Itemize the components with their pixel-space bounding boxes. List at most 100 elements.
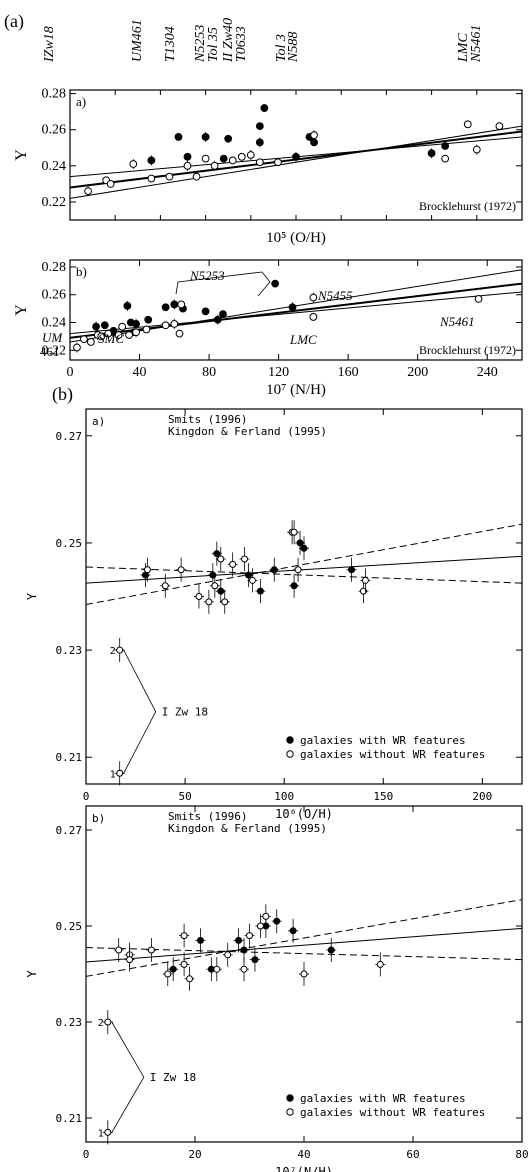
panel-b-nh: 0.21 0.23 0.25 0.27 0 20 40 60 80 10⁷(N/H) Yb) Smit…	[25, 805, 529, 1172]
data-point	[228, 156, 237, 165]
data-point	[84, 187, 92, 196]
data-point	[180, 960, 188, 968]
data-point	[260, 104, 269, 112]
data-point	[196, 936, 204, 944]
y-tick-label: 0.27	[56, 430, 83, 443]
data-point	[116, 769, 124, 777]
data-point	[288, 303, 297, 312]
data-point	[327, 946, 335, 954]
x-tick-label: 40	[297, 1148, 310, 1161]
data-point	[255, 158, 264, 167]
y-tick-label: 0.27	[56, 824, 83, 837]
data-point	[175, 329, 184, 338]
data-point	[224, 951, 232, 959]
y-axis-label: Y	[13, 149, 30, 161]
data-point	[441, 142, 450, 150]
data-point	[229, 560, 237, 568]
annotation: 461	[40, 344, 60, 359]
data-point	[104, 1128, 112, 1136]
data-point	[147, 946, 155, 954]
legend-marker	[286, 1094, 294, 1102]
panel-letter: b)	[92, 812, 105, 825]
data-point	[248, 576, 256, 584]
y-tick-label: 0.23	[56, 1016, 83, 1029]
data-point	[213, 550, 221, 558]
data-point	[235, 936, 243, 944]
data-point	[274, 158, 282, 167]
connector	[175, 271, 271, 297]
data-point	[472, 145, 481, 154]
top-label: UM461	[130, 19, 145, 62]
data-point	[309, 313, 318, 321]
y-tick-label: 0.25	[56, 920, 83, 933]
top-label: LMC	[456, 33, 471, 63]
x-tick-label: 120	[268, 365, 289, 380]
data-point	[359, 587, 367, 595]
x-axis-label: 10⁷ (N/H)	[266, 382, 326, 398]
x-tick-label: 150	[373, 790, 393, 803]
annotation: I Zw 18	[162, 706, 208, 719]
data-point	[219, 310, 227, 319]
data-point	[217, 587, 225, 595]
x-tick-label: 40	[133, 365, 147, 380]
annotation: Smits (1996)	[168, 810, 247, 823]
data-point	[294, 566, 302, 574]
y-tick-label: 0.21	[56, 1112, 83, 1125]
data-point	[104, 329, 113, 338]
data-point	[213, 965, 221, 973]
legend-marker	[286, 750, 294, 758]
data-point	[123, 301, 132, 310]
y-tick-label: 0.21	[56, 751, 83, 764]
data-point	[125, 331, 134, 339]
top-label: Tol 3	[274, 34, 289, 62]
data-point	[300, 544, 308, 552]
x-tick-label: 0	[67, 365, 74, 380]
data-point	[73, 343, 81, 352]
data-point	[80, 335, 88, 344]
data-point	[201, 307, 210, 316]
data-point	[224, 134, 233, 143]
y-axis-label: Y	[25, 592, 39, 600]
legend-marker	[286, 736, 294, 744]
plot-frame	[69, 259, 523, 361]
x-tick-label: 20	[188, 1148, 201, 1161]
fit-line	[86, 927, 522, 963]
data-point	[165, 172, 174, 181]
data-point	[209, 571, 217, 579]
data-point	[348, 566, 356, 574]
data-point	[177, 300, 186, 309]
annotation: N5253	[189, 268, 225, 283]
data-point	[309, 293, 318, 302]
connector	[123, 649, 157, 774]
panel-letter: a)	[92, 415, 105, 428]
data-point	[126, 956, 134, 964]
data-point	[255, 122, 264, 131]
fit-line	[86, 523, 522, 606]
data-point	[143, 566, 151, 574]
top-label: T1304	[163, 26, 178, 62]
fit-line	[86, 566, 522, 584]
data-point	[116, 646, 124, 654]
data-point	[237, 152, 246, 161]
data-point	[114, 331, 123, 339]
data-point	[174, 133, 183, 141]
panel-letter: a)	[76, 94, 86, 109]
x-tick-label: 200	[407, 365, 428, 380]
annotation: UM	[42, 330, 63, 345]
data-point	[147, 156, 156, 165]
x-axis-label: 10⁷(N/H)	[275, 1165, 333, 1172]
data-point	[290, 582, 298, 590]
x-tick-label: 160	[338, 365, 359, 380]
data-point	[144, 315, 153, 324]
data-point	[256, 922, 264, 930]
panel-a-nh: 0.22 0.24 0.26 0.28 0 40 80 120 160 200 240 10⁷ (N/…	[13, 259, 523, 398]
data-point	[296, 539, 304, 547]
data-point	[177, 566, 185, 574]
x-tick-label: 200	[472, 790, 492, 803]
legend-label: galaxies without WR features	[300, 748, 485, 761]
data-point	[441, 154, 450, 163]
data-point	[142, 325, 151, 334]
data-point	[213, 315, 222, 324]
